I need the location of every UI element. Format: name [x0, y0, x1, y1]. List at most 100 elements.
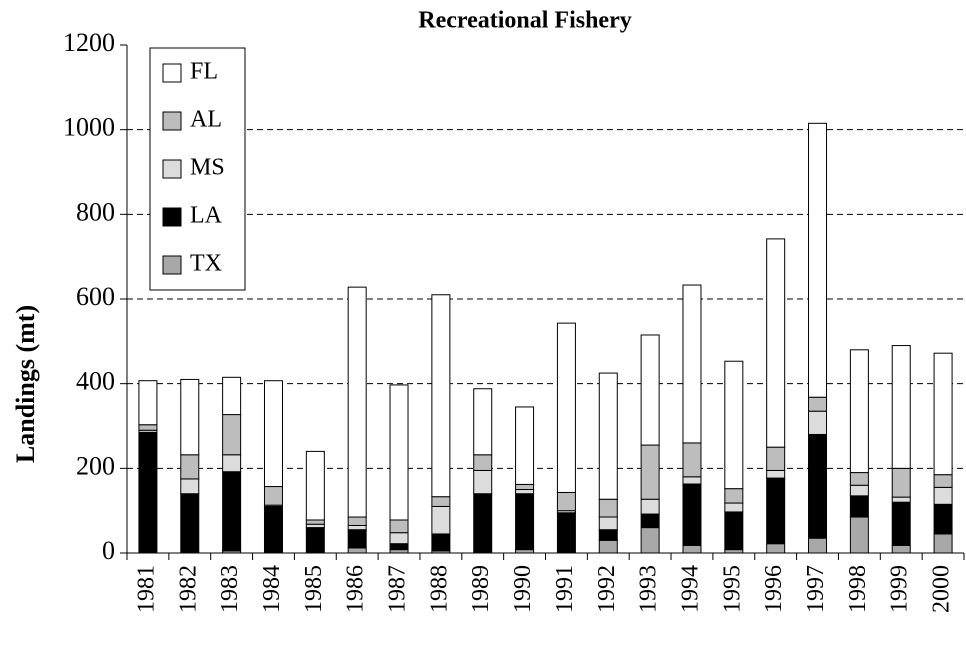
x-tick-label: 1992	[594, 565, 620, 613]
bar-segment	[933, 503, 953, 535]
legend-swatch	[162, 159, 182, 179]
bar-segment	[180, 378, 200, 456]
bar-segment	[389, 532, 409, 545]
y-tick-label: 0	[102, 536, 115, 565]
bar-segment	[724, 360, 744, 490]
bar-segment	[515, 483, 535, 491]
bar-segment	[431, 533, 451, 552]
bar-segment	[515, 493, 535, 551]
bar-segment	[222, 471, 242, 552]
bar-segment	[598, 539, 618, 554]
bar-segment	[640, 498, 660, 515]
bar-segment	[598, 529, 618, 541]
bar-segment	[180, 493, 200, 554]
x-tick-label: 1981	[133, 565, 159, 613]
bar-segment	[556, 512, 576, 554]
bar-segment	[933, 474, 953, 488]
bar-segment	[766, 543, 786, 554]
legend-label: LA	[190, 203, 223, 229]
bar-segment	[305, 450, 325, 521]
bar-segment	[515, 406, 535, 485]
y-tick-label: 600	[76, 282, 115, 311]
legend-label: FL	[190, 59, 218, 85]
bar-segment	[598, 372, 618, 500]
legend-swatch	[162, 111, 182, 131]
bar-segment	[724, 549, 744, 554]
bar-segment	[473, 493, 493, 554]
y-tick-label: 800	[76, 197, 115, 226]
x-tick-label: 1995	[719, 565, 745, 613]
bar-segment	[138, 424, 158, 431]
bar-segment	[138, 431, 158, 554]
x-tick-label: 1998	[845, 565, 871, 613]
x-tick-label: 1991	[552, 565, 578, 613]
x-tick-label: 1994	[677, 565, 703, 613]
bar-segment	[766, 477, 786, 545]
bar-segment	[682, 476, 702, 485]
bar-segment	[849, 349, 869, 474]
bar-segment	[263, 380, 283, 488]
bar-segment	[766, 446, 786, 471]
y-tick-label: 400	[76, 367, 115, 396]
bar-segment	[933, 352, 953, 476]
x-tick-label: 1988	[426, 565, 452, 613]
bar-segment	[891, 345, 911, 469]
legend-swatch	[162, 255, 182, 275]
x-tick-label: 1996	[761, 565, 787, 613]
bar-segment	[724, 488, 744, 504]
x-tick-label: 2000	[929, 565, 955, 613]
bar-segment	[808, 433, 828, 539]
bar-segment	[389, 519, 409, 534]
y-tick-label: 1200	[63, 28, 115, 57]
bar-segment	[347, 547, 367, 554]
bar-segment	[473, 469, 493, 495]
bar-segment	[263, 505, 283, 554]
bar-segment	[849, 495, 869, 518]
legend-label: AL	[190, 107, 222, 133]
bar-segment	[933, 486, 953, 505]
bar-segment	[891, 501, 911, 546]
x-tick-label: 1982	[175, 565, 201, 613]
bar-segment	[222, 414, 242, 456]
x-tick-label: 1993	[636, 565, 662, 613]
bar-segment	[347, 516, 367, 526]
bar-segment	[556, 491, 576, 512]
y-tick-label: 200	[76, 451, 115, 480]
bar-segment	[849, 472, 869, 486]
bar-segment	[682, 284, 702, 444]
bar-segment	[640, 513, 660, 529]
legend-label: MS	[190, 155, 225, 181]
x-tick-label: 1990	[510, 565, 536, 613]
bar-segment	[640, 444, 660, 500]
bar-segment	[766, 469, 786, 479]
bar-segment	[808, 122, 828, 398]
x-tick-label: 1989	[468, 565, 494, 613]
bar-segment	[180, 454, 200, 480]
bar-segment	[598, 498, 618, 518]
legend-swatch	[162, 207, 182, 227]
bar-segment	[891, 496, 911, 503]
legend-swatch	[162, 63, 182, 83]
x-tick-label: 1987	[385, 565, 411, 613]
x-tick-label: 1983	[217, 565, 243, 613]
bar-segment	[305, 527, 325, 554]
x-tick-label: 1986	[343, 565, 369, 613]
bar-segment	[347, 529, 367, 549]
bar-segment	[515, 549, 535, 554]
bar-segment	[263, 486, 283, 506]
legend-label: TX	[190, 251, 222, 277]
bar-segment	[473, 388, 493, 456]
bar-segment	[222, 454, 242, 473]
bar-segment	[724, 511, 744, 551]
bar-segment	[389, 549, 409, 554]
bar-segment	[180, 478, 200, 495]
bar-segment	[305, 519, 325, 525]
bar-segment	[222, 376, 242, 416]
bar-segment	[808, 396, 828, 412]
bar-segment	[305, 523, 325, 529]
x-tick-label: 1997	[803, 565, 829, 613]
bar-segment	[640, 334, 660, 446]
bar-segment	[849, 484, 869, 497]
x-tick-label: 1985	[301, 565, 327, 613]
